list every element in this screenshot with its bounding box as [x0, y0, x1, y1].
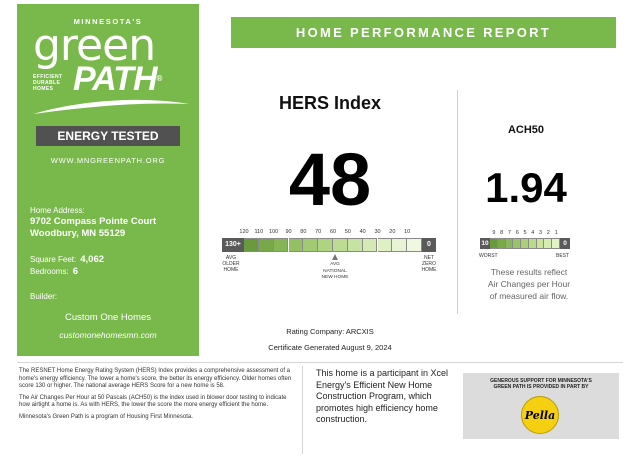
hers-tick-label: 70: [315, 229, 322, 235]
ach-explanation: The Air Changes Per Hour at 50 Pascals (…: [19, 394, 287, 409]
ach-tick-label: 2: [546, 230, 550, 236]
hers-scale-segment: [303, 238, 319, 252]
xcel-participation-note: This home is a participant in Xcel Energ…: [316, 368, 449, 424]
ach-scale-segment: [490, 238, 498, 249]
hers-scale-segment: [392, 238, 408, 252]
hers-explanation: The RESNET Home Energy Rating System (HE…: [19, 368, 292, 390]
section-divider: [457, 90, 458, 314]
ach-scale-segment: [513, 238, 522, 249]
logo-tagline: EFFICIENT DURABLE HOMES: [33, 74, 63, 92]
ach-tick-label: 7: [507, 230, 511, 236]
pella-logo: Pella: [521, 396, 559, 434]
ach-scale-segment: [536, 238, 545, 249]
bedrooms: Bedrooms: 6: [30, 266, 78, 277]
address-line-2: Woodbury, MN 55129: [30, 228, 126, 239]
hers-tick-label: 60: [329, 229, 337, 235]
energy-tested-badge: ENERGY TESTED: [36, 126, 180, 146]
hers-scale: 130+ 0: [222, 238, 436, 252]
hers-scale-segment: [288, 238, 304, 252]
sponsor-text: GENEROUS SUPPORT FOR MINNESOTA'S GREEN PA…: [490, 378, 592, 390]
green-path-panel: MINNESOTA'S green EFFICIENT DURABLE HOME…: [17, 4, 199, 356]
hers-tick-label: 120: [239, 229, 249, 235]
hers-tick-label: 100: [269, 229, 279, 235]
square-feet: Square Feet: 4,062: [30, 254, 105, 265]
ach-tick-label: 8: [500, 230, 504, 236]
hers-scale-left-cap: 130+: [222, 238, 244, 252]
ach-scale-segment: [528, 238, 537, 249]
hers-tick-label: 90: [285, 229, 292, 235]
ach-best-label: BEST: [556, 253, 570, 259]
ach-score: 1.94: [485, 164, 567, 211]
hers-scale-segment: [273, 238, 289, 252]
ach-tick-label: 1: [554, 230, 558, 236]
hers-national-marker-icon: [332, 254, 338, 260]
hers-tick-label: 20: [389, 229, 396, 235]
footer-divider: [17, 362, 623, 363]
hers-score: 48: [288, 138, 372, 221]
hers-net-zero-label: NET ZERO HOME: [421, 255, 437, 273]
hers-scale-segment: [258, 238, 274, 252]
ach-tick-label: 6: [515, 230, 519, 236]
ach-scale-segment: [505, 238, 514, 249]
ach-scale-left-cap: 10: [480, 238, 490, 249]
hers-tick-label: 30: [374, 229, 381, 235]
brand-state: MINNESOTA'S: [73, 17, 143, 26]
hers-scale-segment: [347, 238, 363, 252]
ach-scale-segment: [544, 238, 553, 249]
ach-tick-label: 4: [531, 230, 535, 236]
rating-company: Rating Company: ARCXIS: [286, 327, 374, 336]
builder-label: Builder:: [30, 292, 58, 301]
ach-tick-label: 5: [523, 230, 527, 236]
ach-worst-label: WORST: [479, 253, 498, 259]
ach-scale-segment: [521, 238, 529, 249]
program-note: Minnesota's Green Path is a program of H…: [19, 413, 193, 420]
certificate-date: Certificate Generated August 9, 2024: [268, 343, 392, 352]
address-line-1: 9702 Compass Pointe Court: [30, 216, 157, 227]
hers-scale-segment: [318, 238, 333, 252]
hers-scale-segment: [244, 238, 259, 252]
hers-scale-segment: [407, 238, 422, 252]
hers-title: HERS Index: [278, 93, 382, 113]
hers-scale-segment: [377, 238, 393, 252]
ach-scale-segment: [497, 238, 506, 249]
logo-green-word: green: [33, 20, 156, 71]
address-label: Home Address:: [30, 206, 85, 215]
builder-website: customonehomesmn.com: [59, 330, 157, 340]
sponsor-box: GENEROUS SUPPORT FOR MINNESOTA'S GREEN PA…: [463, 373, 619, 439]
hers-scale-right-cap: 0: [422, 238, 436, 252]
ach-tick-label: 3: [539, 230, 543, 236]
brand-website: WWW.MNGREENPATH.ORG: [50, 156, 166, 165]
builder-name: Custom One Homes: [64, 312, 152, 323]
hers-tick-label: 50: [344, 229, 351, 235]
footer-explanation: The RESNET Home Energy Rating System (HE…: [19, 368, 297, 426]
ach-title: ACH50: [507, 124, 545, 136]
hers-tick-label: 80: [300, 229, 307, 235]
logo-swoosh-icon: [33, 99, 189, 114]
ach-note: These results reflect Air Changes per Hou…: [487, 267, 571, 301]
hers-scale-ticks: 120 110 100 90 80 70 60 50 40 30 20 10: [222, 229, 436, 237]
hers-older-home-label: AVG OLDER HOME: [222, 255, 240, 273]
ach-tick-label: 9: [492, 230, 496, 236]
footer-column-divider: [302, 366, 303, 454]
hers-tick-label: 40: [359, 229, 366, 235]
ach-scale-segment: [552, 238, 560, 249]
hers-national-marker-label: AVG NATIONAL NEW HOME: [321, 262, 349, 280]
hers-scale-segment: [362, 238, 378, 252]
ach-scale-right-cap: 0: [560, 238, 570, 249]
page-title: HOME PERFORMANCE REPORT: [231, 17, 616, 48]
logo-path-word: PATH®: [73, 60, 162, 98]
hers-tick-label: 10: [404, 229, 411, 235]
ach-scale: 10 0: [480, 238, 570, 249]
hers-scale-segment: [333, 238, 348, 252]
hers-tick-label: 110: [254, 229, 264, 235]
